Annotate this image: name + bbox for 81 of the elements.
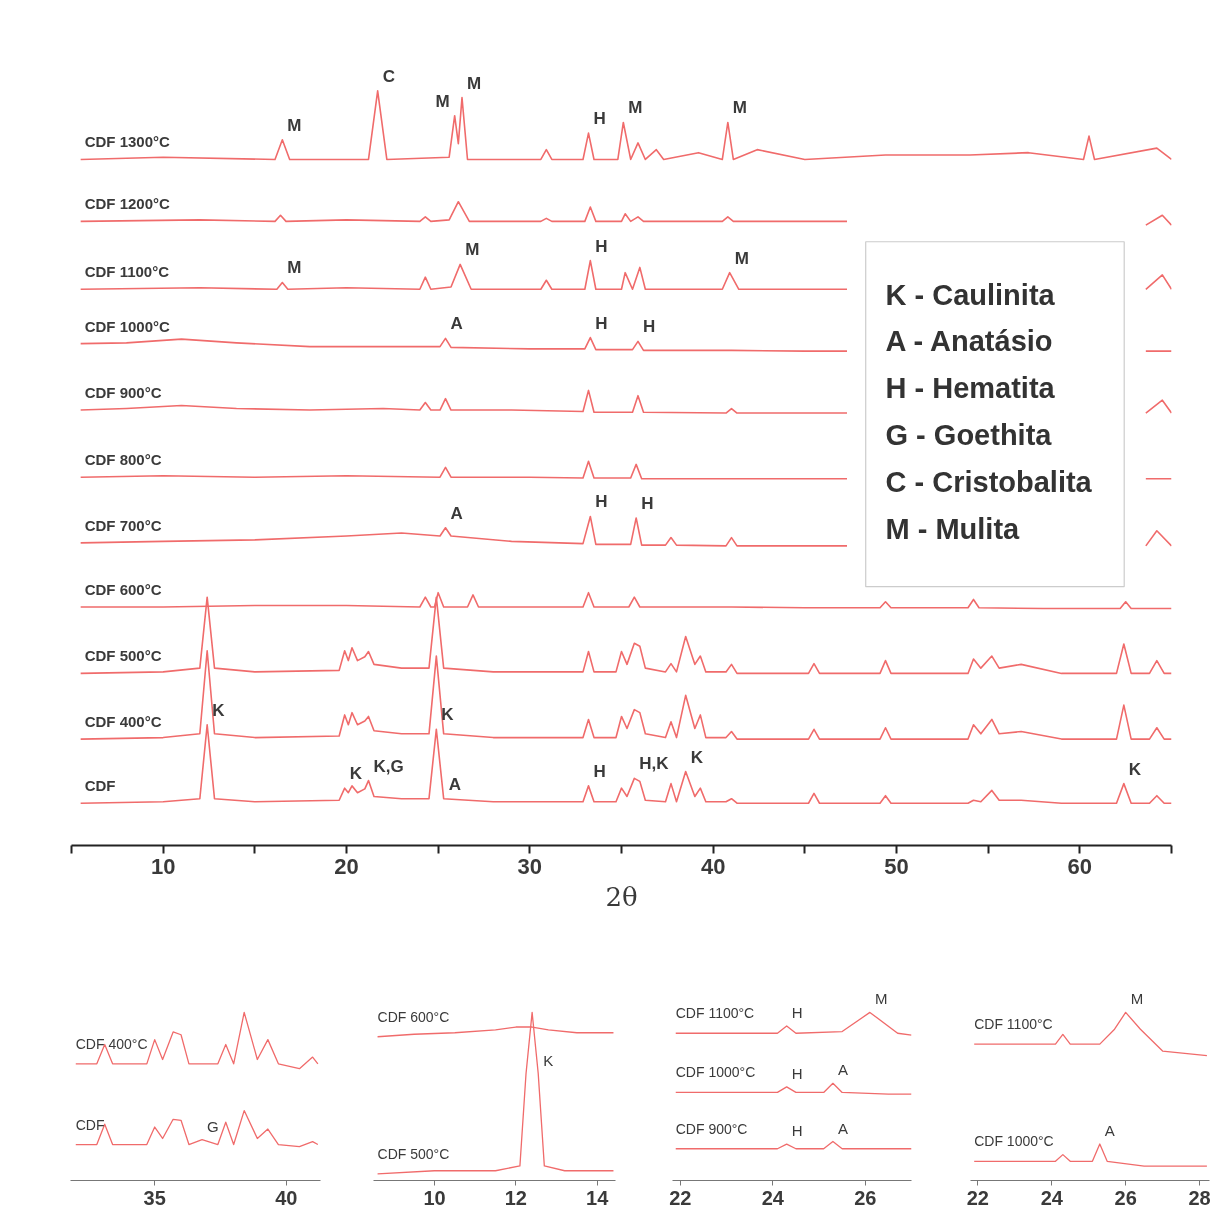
annotation: H [641,493,654,513]
annotation: G - Goethita [885,418,1053,451]
annotation: K [349,764,363,784]
annotation: A [837,1061,848,1079]
annotation: M [732,98,748,118]
annotation: H [593,109,606,129]
annotation: C [382,66,395,86]
annotation: M [435,91,450,111]
series-label: CDF 700°C [84,516,162,534]
annotation: H [643,317,656,337]
x-tick-label: 20 [334,853,359,879]
x-tick-label: 10 [150,853,176,879]
series-label: CDF 1200°C [84,195,171,213]
x-tick-label: 30 [517,853,543,879]
annotation: H [791,1122,803,1140]
annotation: K,G [373,756,404,776]
series-label: CDF 400°C [84,713,162,731]
series-label: CDF 1300°C [84,133,171,151]
series-label: CDF 1100°C [974,1016,1053,1033]
series-label: CDF 500°C [84,647,162,665]
x-tick-label: 40 [275,1186,298,1209]
series-label: CDF [75,1116,105,1133]
x-tick-label: 26 [854,1186,877,1209]
annotation: A [450,314,463,334]
annotation: M [1130,990,1144,1008]
x-tick-label: 24 [1040,1186,1064,1209]
annotation: M - Mulita [885,512,1021,545]
x-axis-title: 2θ [605,881,638,912]
x-tick-label: 22 [669,1186,692,1209]
series-label: CDF 500°C [377,1145,450,1162]
series-label: CDF 800°C [84,451,162,469]
annotation: A - Anatásio [885,325,1053,358]
annotation: K [1128,759,1142,779]
series-label: CDF 1100°C [675,1005,755,1022]
x-tick-label: 24 [761,1186,785,1209]
series-label: CDF 600°C [84,581,162,599]
x-tick-label: 50 [884,853,909,879]
annotation: M [467,73,482,93]
series-label: CDF 400°C [75,1035,148,1052]
annotation: H [595,236,608,256]
x-tick-label: 14 [586,1186,610,1209]
series-label: CDF 600°C [377,1008,450,1025]
series-label: CDF 1100°C [84,263,170,281]
annotation: K [441,705,455,725]
annotation: H [791,1004,803,1022]
annotation: K [212,700,226,720]
x-tick-label: 28 [1188,1186,1211,1209]
annotation: M [287,115,302,135]
annotation: A [450,503,463,523]
series-label: CDF 1000°C [974,1133,1054,1150]
x-tick-label: 22 [966,1186,990,1209]
annotation: M [628,98,643,118]
annotation: K - Caulinita [885,278,1056,311]
x-tick-label: 12 [504,1186,527,1209]
annotation: H [595,492,608,512]
annotation: C - Cristobalita [885,465,1093,498]
annotation: H [593,761,606,781]
annotation: K [690,747,704,767]
series-label: CDF 1000°C [84,317,171,335]
x-tick-label: 60 [1067,853,1093,879]
annotation: M [465,240,480,260]
annotation: H,K [639,754,670,774]
x-tick-label: 10 [423,1186,446,1209]
series-label: CDF 1000°C [675,1064,756,1081]
annotation: M [734,248,749,268]
x-tick-label: 40 [700,853,726,879]
annotation: M [287,258,302,278]
annotation: H [791,1064,803,1082]
series-label: CDF [84,777,116,795]
series-label: CDF 900°C [84,384,162,402]
annotation: H - Hematita [885,372,1056,405]
annotation: A [837,1119,848,1137]
annotation: G [207,1117,219,1135]
annotation: H [595,313,608,333]
annotation: K [543,1051,554,1069]
annotation: A [1104,1122,1115,1140]
annotation: A [448,774,461,794]
series-label: CDF 900°C [675,1120,748,1137]
x-tick-label: 35 [143,1186,166,1209]
x-tick-label: 26 [1114,1186,1137,1209]
annotation: M [874,990,888,1008]
